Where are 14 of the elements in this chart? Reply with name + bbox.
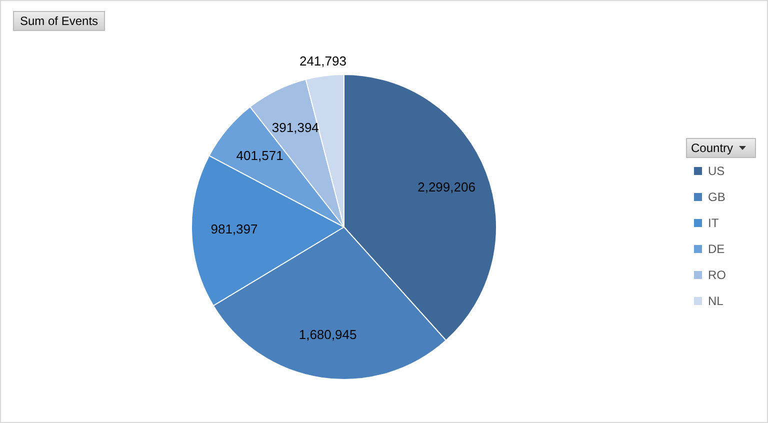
data-label: 2,299,206 [418, 179, 476, 194]
data-label: 981,397 [210, 222, 258, 237]
data-label: 1,680,945 [298, 327, 357, 342]
data-label: 401,571 [236, 148, 284, 164]
text: Sum of Events [13, 11, 106, 31]
legend-label: RO [708, 268, 726, 282]
legend-label: IT [708, 216, 719, 230]
data-label: 391,394 [272, 120, 319, 136]
legend-label: NL [708, 294, 724, 308]
legend-label: DE [708, 242, 725, 256]
legend-label: GB [708, 190, 726, 204]
data-label: 241,793 [299, 53, 346, 68]
legend-title: Country [691, 141, 734, 155]
legend-label: US [708, 164, 725, 178]
